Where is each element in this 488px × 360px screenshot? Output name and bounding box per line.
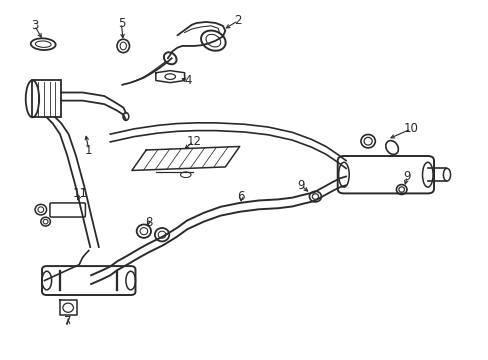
Text: 11: 11 <box>73 187 88 200</box>
Text: 10: 10 <box>403 122 418 135</box>
Text: 6: 6 <box>237 190 244 203</box>
Text: 5: 5 <box>118 17 125 30</box>
Text: 1: 1 <box>85 144 92 157</box>
Text: 4: 4 <box>184 74 191 87</box>
Bar <box>32 80 61 117</box>
Text: 3: 3 <box>31 19 38 32</box>
Text: 9: 9 <box>403 170 410 183</box>
Text: 2: 2 <box>234 14 242 27</box>
Text: 7: 7 <box>64 315 72 328</box>
Text: 8: 8 <box>144 216 152 229</box>
Text: 9: 9 <box>297 179 304 192</box>
Text: 12: 12 <box>186 135 201 148</box>
